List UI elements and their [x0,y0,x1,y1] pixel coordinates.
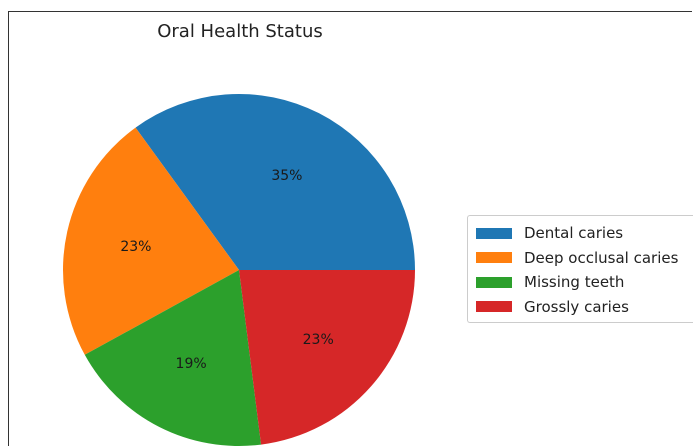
legend-label: Grossly caries [524,297,629,316]
slice-percent-label: 35% [271,168,302,184]
legend-swatch [476,276,512,288]
legend-item: Missing teeth [476,270,693,295]
pie-slice-missing-teeth [84,270,262,446]
chart-legend: Dental caries Deep occlusal caries Missing… [467,215,693,323]
slice-percent-label: 23% [303,332,334,348]
chart-title: Oral Health Status [157,21,323,42]
pie-slice-grossly-caries [239,270,415,445]
legend-label: Dental caries [524,224,624,243]
legend-item: Deep occlusal caries [476,246,693,271]
slice-percent-label: 19% [176,356,207,372]
legend-swatch [476,227,512,239]
legend-item: Grossly caries [476,295,693,320]
legend-label: Deep occlusal caries [524,248,679,267]
slice-percent-label: 23% [120,239,151,255]
legend-item: Dental caries [476,221,693,246]
pie-slice-dental-caries [135,93,416,270]
legend-label: Missing teeth [524,273,625,292]
legend-swatch [476,252,512,264]
legend-swatch [476,301,512,313]
pie-slice-deep-occlusal-caries [62,127,239,355]
